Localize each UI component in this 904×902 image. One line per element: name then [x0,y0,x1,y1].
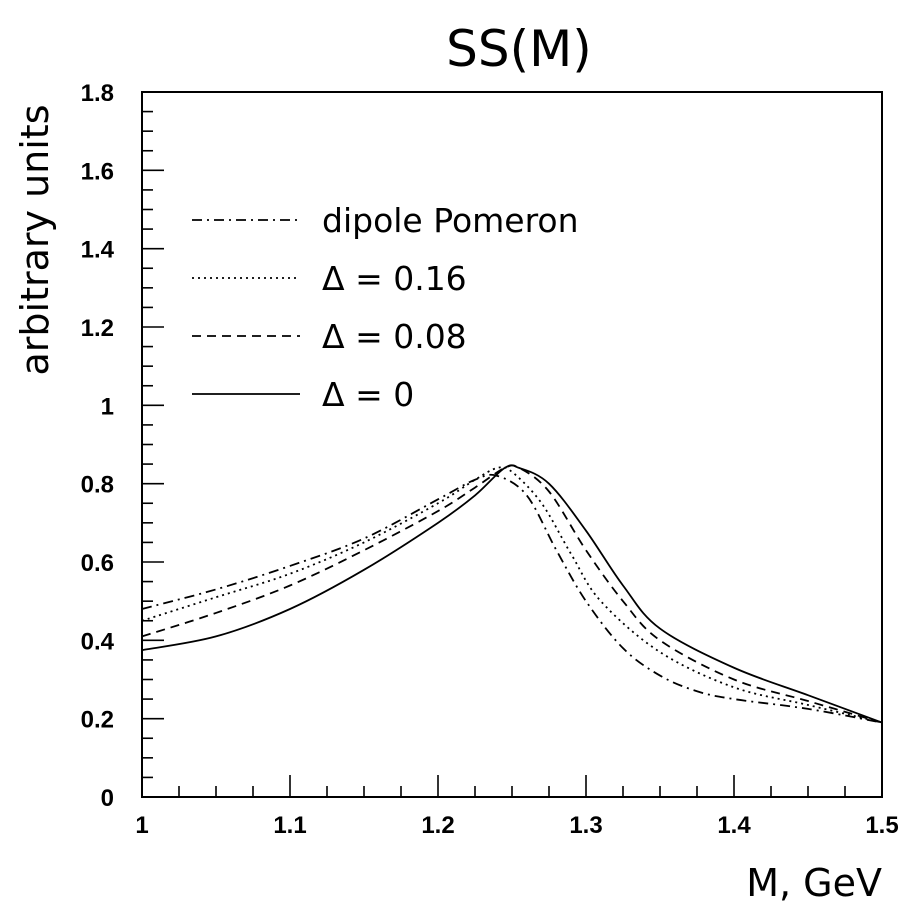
x-tick-label: 1.3 [569,812,602,839]
series-line-3 [141,464,883,724]
plot-area-border [141,91,883,798]
y-tick-label: 1.8 [81,80,114,107]
series-line-2 [141,464,883,724]
x-tick-label: 1.1 [273,812,306,839]
y-tick-label: 1.2 [81,315,114,342]
chart-title: SS(M) [446,20,592,78]
legend: dipole Pomeron Δ = 0.16 Δ = 0.08 Δ = 0 [192,201,579,414]
x-tick-label: 1.5 [865,812,898,839]
y-tick-label: 1 [101,393,114,420]
y-tick-label: 1.4 [81,237,115,264]
y-tick-label: 0.8 [81,472,114,499]
legend-label: dipole Pomeron [322,201,579,240]
axis-ticks [141,91,883,798]
y-tick-label: 0 [101,785,114,812]
y-axis-label: arbitrary units [13,104,57,375]
legend-label: Δ = 0.16 [322,259,467,298]
tick-labels: 1 1.1 1.2 1.3 1.4 1.5 0 0.2 0.4 0.6 0.8 1 1.2 1.4 1.6 1… [81,80,899,839]
legend-label: Δ = 0.08 [322,317,467,356]
y-tick-label: 0.2 [81,707,114,734]
y-tick-label: 0.6 [81,550,114,577]
x-tick-label: 1.2 [421,812,454,839]
x-tick-label: 1 [135,812,148,839]
series-line-0 [141,473,883,724]
plot-frame [141,91,883,798]
series-lines [141,464,883,724]
x-tick-label: 1.4 [717,812,751,839]
y-tick-label: 1.6 [81,158,114,185]
legend-label: Δ = 0 [322,375,414,414]
y-tick-label: 0.4 [81,628,115,655]
x-axis-label: M, GeV [746,861,882,902]
series-line-1 [141,466,883,724]
